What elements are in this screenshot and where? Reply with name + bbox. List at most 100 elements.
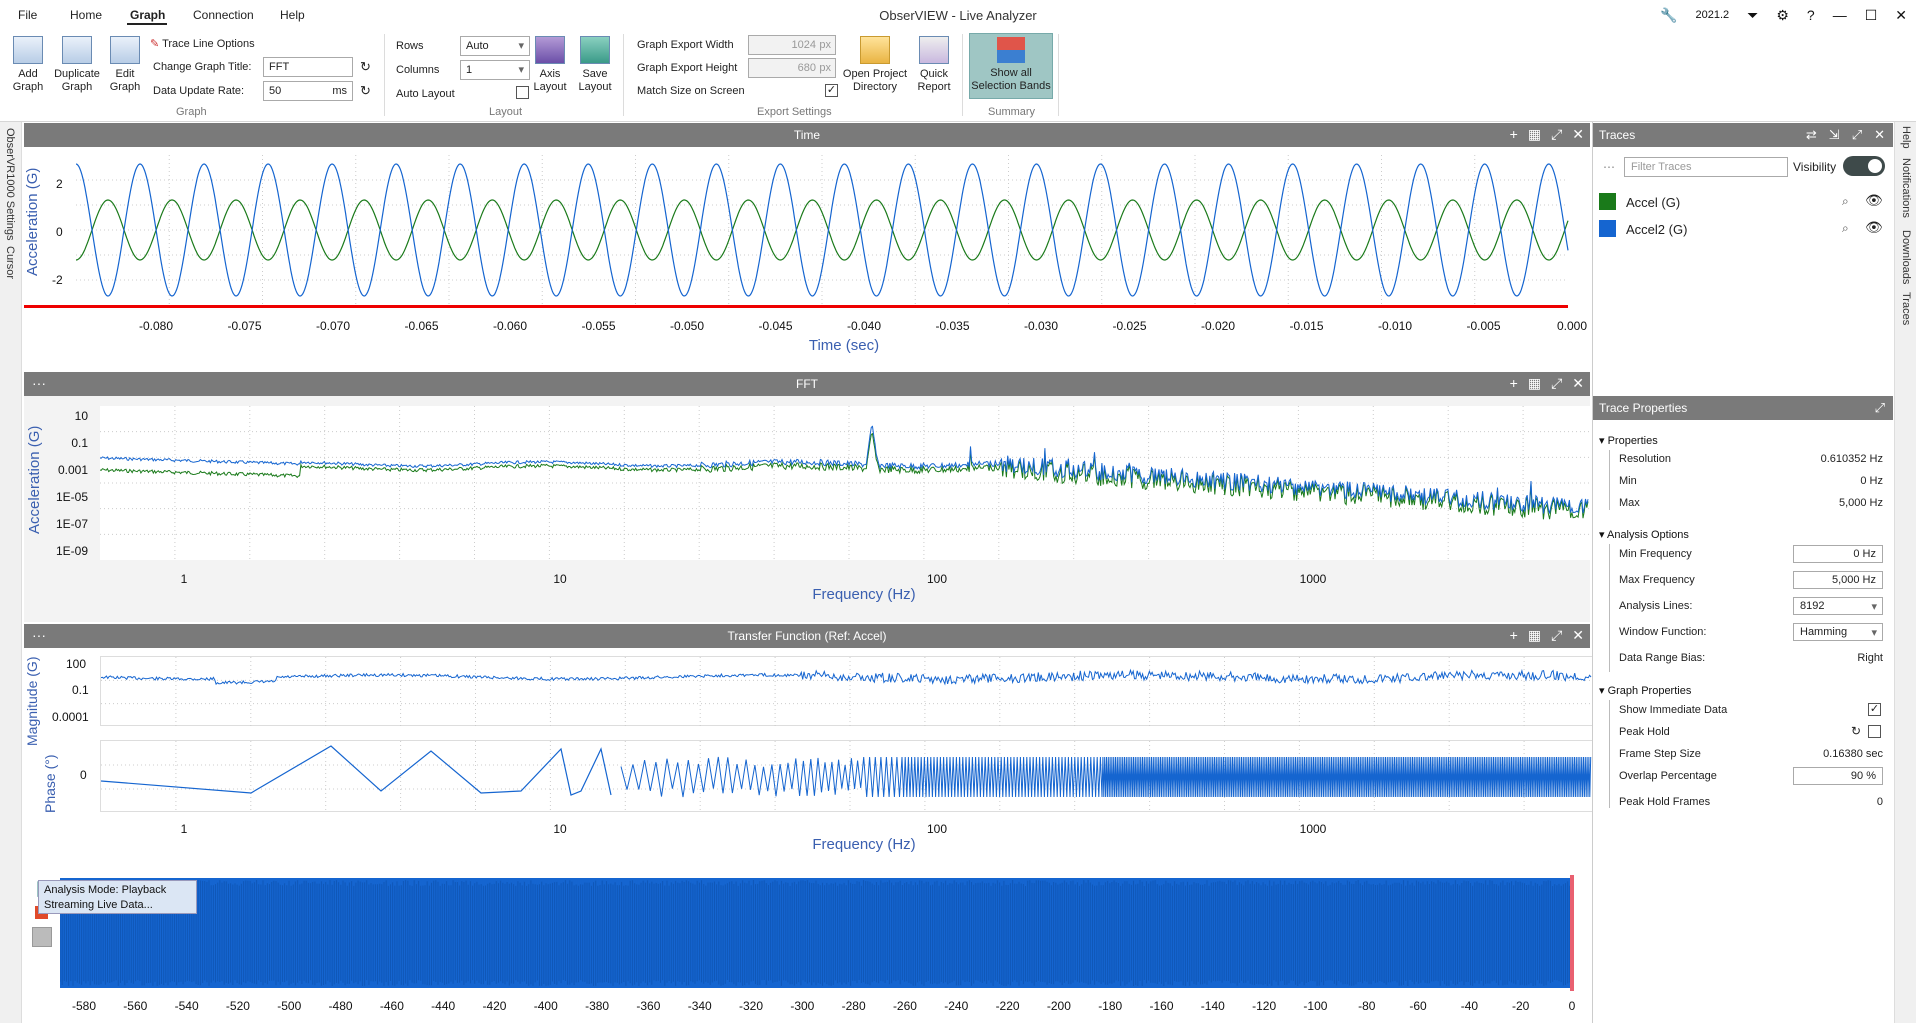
popout-icon[interactable]: ⤢ [1874,400,1885,415]
tf-phase-plot[interactable] [100,740,1599,813]
grid-icon[interactable]: ▦ [1527,375,1542,391]
open-project-directory-button[interactable]: Open Project Directory [840,36,910,94]
trace-line-options-button[interactable]: ✎ Trace Line Options [150,38,255,50]
menu-home[interactable]: Home [70,8,103,22]
add-icon[interactable]: + [1509,627,1518,643]
rows-select[interactable]: Auto [460,36,530,56]
minimize-icon[interactable]: — [1832,7,1847,23]
columns-select[interactable]: 1 [460,60,530,80]
analysis-options-section[interactable]: ▾ Analysis Options [1599,529,1689,541]
overlap-input[interactable]: 90 % [1793,767,1883,785]
update-rate-input[interactable]: 50 ms [263,81,353,101]
graph-properties-section[interactable]: ▾ Graph Properties [1599,685,1692,697]
expand-icon[interactable]: ⤢ [1551,126,1563,142]
help-icon[interactable]: ? [1806,7,1815,23]
axis-layout-button[interactable]: Axis Layout [530,36,570,94]
fft-graph: Acceleration (G) 10 0.1 0.001 1E-05 1E-07 1E-… [24,396,1598,622]
stream-data-band[interactable] [60,878,1572,988]
expand-icon[interactable]: ⤢ [1551,375,1563,391]
close-icon[interactable]: ✕ [1572,627,1584,643]
duplicate-graph-button[interactable]: Duplicate Graph [50,36,104,94]
match-size-checkbox[interactable]: ✓ [825,84,838,97]
dock-icon[interactable]: ⇲ [1828,127,1840,142]
popout-icon[interactable]: ⤢ [1851,127,1863,142]
show-selection-bands-button[interactable]: Show all Selection Bands [969,33,1053,99]
left-side-tabs: ObserVR1000 Settings Cursor [0,122,22,1023]
properties-section[interactable]: ▾ Properties [1599,435,1658,447]
edit-graph-button[interactable]: Edit Graph [106,36,144,94]
reset-rate-icon[interactable]: ↻ [360,83,371,98]
export-width-input[interactable]: 1024 px [748,35,836,55]
trace-row-accel[interactable]: Accel (G) ⌕ 👁 [1593,190,1893,214]
gear-icon[interactable]: ⚙ [1776,6,1789,23]
auto-layout-checkbox[interactable] [516,86,529,99]
stream-x-tick: -400 [533,999,558,1013]
drag-handle-icon[interactable]: ··· [32,375,46,391]
trace-color-swatch[interactable] [1599,220,1616,237]
graph-title-input[interactable]: FFT [263,57,353,77]
max-frequency-input[interactable]: 5,000 Hz [1793,571,1883,589]
close-icon[interactable]: ✕ [1572,375,1584,391]
tf-mag-y-tick: 0.1 [72,683,89,697]
eye-icon[interactable]: 👁 [1865,219,1883,235]
reset-peak-icon[interactable]: ↻ [1850,724,1861,738]
fft-y-tick: 1E-05 [55,490,88,504]
time-y-axis-label: Acceleration (G) [24,167,41,277]
search-icon[interactable]: ⌕ [1842,221,1849,235]
tab-cursor[interactable]: Cursor [4,246,16,280]
menu-connection[interactable]: Connection [193,8,254,22]
analysis-lines-select[interactable]: 8192 [1793,597,1883,615]
save-layout-button[interactable]: Save Layout [575,36,615,94]
grid-icon[interactable]: ▦ [1527,126,1542,142]
trace-row-accel2[interactable]: Accel2 (G) ⌕ 👁 [1593,217,1893,241]
maximize-icon[interactable]: ☐ [1864,6,1878,23]
search-icon[interactable]: ⌕ [1842,194,1849,208]
active-tab-underline [127,23,167,25]
close-icon[interactable]: ✕ [1895,6,1907,23]
trace-color-swatch[interactable] [1599,193,1616,210]
min-frequency-input[interactable]: 0 Hz [1793,545,1883,563]
menu-file[interactable]: File [18,8,38,22]
tab-traces[interactable]: Traces [1900,292,1912,326]
tf-phase-axis-label: Phase (°) [42,754,58,814]
time-graph-header: Time + ▦ ⤢ ✕ [24,123,1590,147]
eye-icon[interactable]: 👁 [1865,192,1883,208]
tab-downloads[interactable]: Downloads [1900,230,1912,285]
stream-x-tick: -80 [1358,999,1376,1013]
menu-help[interactable]: Help [280,8,305,22]
visibility-toggle[interactable] [1843,156,1885,176]
tf-magnitude-plot[interactable] [100,656,1599,727]
stream-x-tick: -340 [687,999,712,1013]
filter-traces-input[interactable]: Filter Traces [1624,157,1788,177]
show-immediate-checkbox[interactable]: ✓ [1868,703,1881,716]
time-plot-area[interactable] [76,155,1596,305]
expand-icon[interactable]: ⤢ [1551,627,1563,643]
grid-icon[interactable]: ▦ [1527,627,1542,643]
window-function-select[interactable]: Hamming [1793,623,1883,641]
close-icon[interactable]: ✕ [1572,126,1584,142]
tab-help[interactable]: Help [1900,126,1912,149]
swap-icon[interactable]: ⇄ [1805,127,1817,142]
menu-graph[interactable]: Graph [130,8,166,22]
tab-notifications[interactable]: Notifications [1900,158,1912,218]
add-icon[interactable]: + [1509,126,1518,142]
peak-hold-checkbox[interactable] [1868,725,1881,738]
quick-report-button[interactable]: Quick Report [913,36,955,94]
drag-handle-icon[interactable]: ··· [32,627,46,643]
filter-icon[interactable]: ⏷ [1747,6,1759,23]
bands-toggle-icon[interactable] [32,927,52,947]
trace-name: Accel2 (G) [1626,222,1688,237]
drag-handle-icon[interactable]: ⋯ [1603,160,1615,174]
add-icon[interactable]: + [1509,375,1518,391]
tools-icon[interactable]: 🔧 [1660,6,1678,23]
export-height-input[interactable]: 680 px [748,58,836,78]
tab-observr-settings[interactable]: ObserVR1000 Settings [4,128,16,241]
tf-magnitude-axis-label: Magnitude (G) [24,656,40,746]
add-graph-button[interactable]: Add Graph [8,36,48,94]
fft-plot-area[interactable] [100,406,1598,560]
accel-fft-trace [100,432,1589,520]
right-side-tabs: Help Notifications Downloads Traces [1894,122,1916,1023]
reset-title-icon[interactable]: ↻ [360,59,371,74]
stream-cursor[interactable] [1570,875,1574,991]
close-icon[interactable]: ✕ [1874,127,1885,142]
